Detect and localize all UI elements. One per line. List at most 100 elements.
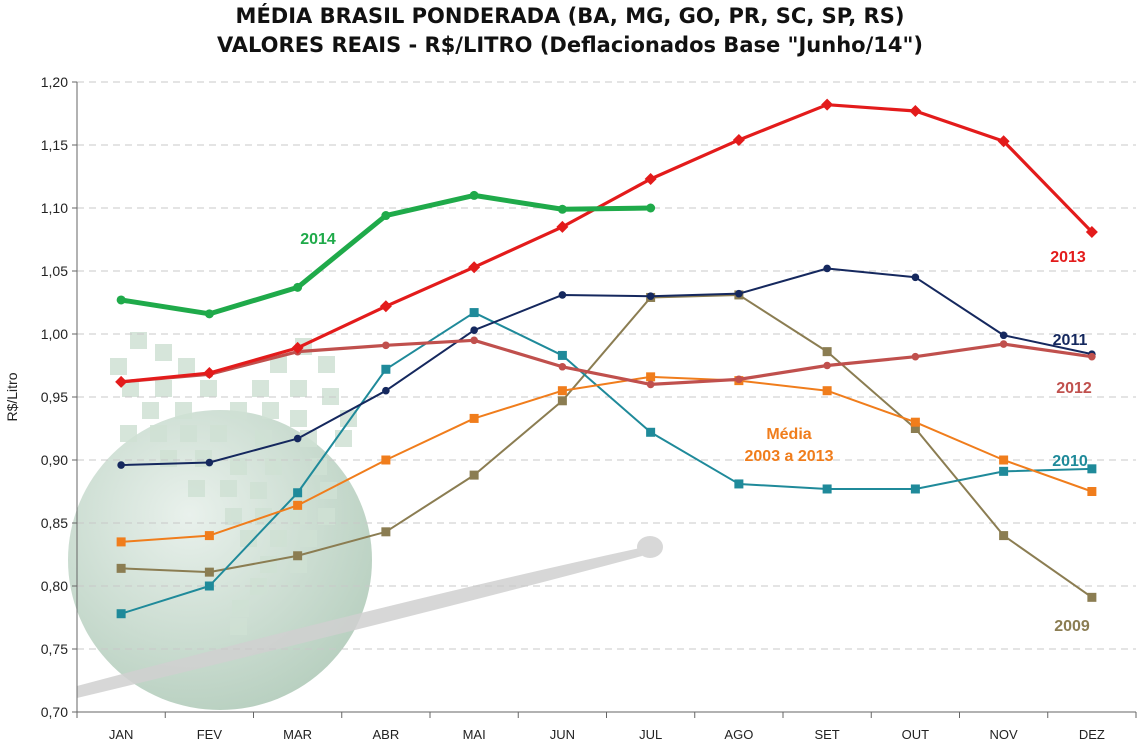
data-point [116, 609, 126, 619]
data-point [1085, 225, 1098, 238]
data-point [204, 309, 214, 319]
annotation-label: 2003 a 2013 [745, 448, 834, 465]
series-line [120, 338, 1093, 386]
data-point [204, 567, 214, 577]
annotation-label: 2009 [1054, 618, 1090, 635]
data-point [469, 413, 479, 423]
y-tick-label: 0,90 [41, 452, 68, 468]
data-point [910, 417, 920, 427]
x-tick-label: FEV [197, 727, 223, 740]
square-decoration [150, 425, 167, 442]
square-decoration [178, 358, 195, 375]
y-tick-label: 0,75 [41, 641, 68, 657]
axes: 0,70 0,75 0,80 0,85 0,90 0,95 1,00 1,05 1,10 1,15… [4, 74, 1137, 740]
data-point [381, 211, 391, 221]
square-decoration [230, 458, 247, 475]
data-point [911, 273, 920, 282]
data-point [822, 347, 832, 357]
data-point [999, 531, 1009, 541]
square-decoration [300, 530, 317, 547]
series-2010 [116, 308, 1097, 619]
series-line [121, 293, 1093, 599]
square-decoration [155, 344, 172, 361]
data-point [1087, 592, 1097, 602]
square-decoration [290, 508, 307, 525]
square-decoration [230, 402, 247, 419]
series-2014 [116, 190, 656, 319]
series-2013 [115, 98, 1098, 388]
square-decoration [180, 425, 197, 442]
square-decoration [252, 380, 269, 397]
data-point [293, 500, 303, 510]
square-decoration [110, 358, 127, 375]
square-decoration [220, 480, 237, 497]
y-tick-label: 1,15 [41, 137, 68, 153]
square-decoration [250, 482, 267, 499]
data-point [821, 98, 834, 111]
annotation-label: 2014 [300, 231, 336, 248]
series-line [121, 375, 1093, 543]
annotation-label: 2013 [1050, 249, 1086, 266]
square-decoration [265, 458, 282, 475]
data-point [646, 292, 655, 301]
square-decoration [255, 430, 272, 447]
square-decoration [290, 410, 307, 427]
x-tick-label: OUT [902, 727, 930, 740]
square-decoration [225, 508, 242, 525]
y-tick-label: 0,85 [41, 515, 68, 531]
square-decoration [270, 530, 287, 547]
series-2012 [117, 336, 1096, 389]
x-tick-label: JUN [550, 727, 575, 740]
data-point [734, 479, 744, 489]
square-decoration [120, 425, 137, 442]
swoosh-dot-decoration [637, 536, 663, 558]
square-decoration [188, 480, 205, 497]
x-tick-label: MAI [463, 727, 486, 740]
x-tick-label: NOV [990, 727, 1019, 740]
annotation-label: 2010 [1052, 453, 1088, 470]
square-decoration [240, 530, 257, 547]
y-tick-label: 1,20 [41, 74, 68, 90]
data-point [999, 331, 1008, 340]
data-point [823, 264, 831, 273]
data-point [1088, 352, 1096, 361]
data-point [117, 461, 125, 469]
square-decoration [130, 332, 147, 349]
square-decoration [122, 380, 139, 397]
data-point [469, 308, 479, 318]
data-point [116, 537, 126, 547]
data-point [293, 434, 302, 443]
x-tick-label: ABR [373, 727, 400, 740]
data-point [381, 527, 391, 537]
y-tick-label: 1,00 [41, 326, 68, 342]
data-point [735, 375, 743, 384]
data-point [557, 386, 567, 396]
data-point [822, 484, 832, 494]
data-point [293, 488, 303, 498]
data-point [735, 289, 743, 298]
data-point [470, 326, 478, 335]
data-point [732, 133, 745, 146]
data-point [381, 455, 391, 465]
data-point [999, 455, 1009, 465]
data-point [999, 340, 1008, 348]
data-point [910, 424, 920, 433]
data-point [1087, 464, 1097, 474]
data-point [469, 470, 479, 480]
data-point [556, 220, 569, 233]
square-decoration [155, 380, 172, 397]
annotation-label: Média [766, 426, 811, 443]
data-point [204, 531, 214, 541]
data-point [823, 361, 831, 370]
data-point [293, 282, 303, 292]
square-decoration [262, 402, 279, 419]
data-point [116, 295, 126, 305]
annotation-label: 2011 [1053, 332, 1088, 349]
y-tick-label: 0,80 [41, 578, 68, 594]
square-decoration [210, 425, 227, 442]
data-point [116, 563, 126, 573]
data-point [205, 458, 214, 467]
data-point [646, 427, 656, 437]
data-point [381, 364, 391, 374]
square-decoration [318, 356, 335, 373]
